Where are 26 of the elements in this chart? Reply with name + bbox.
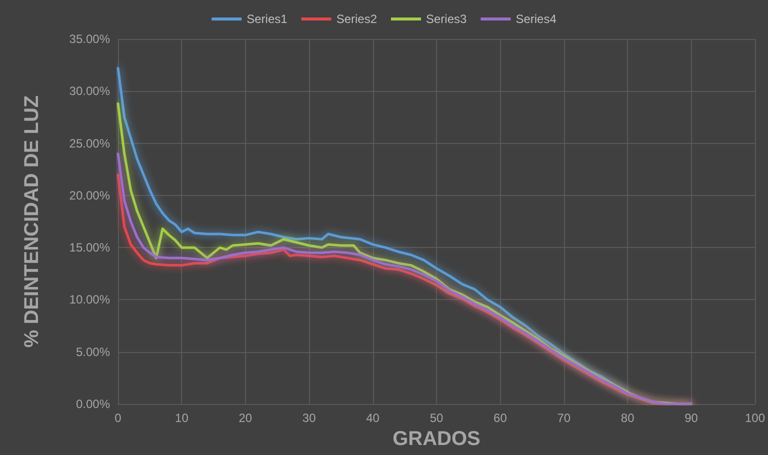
- x-tick-label: 10: [175, 411, 189, 425]
- x-axis-title: GRADOS: [392, 428, 480, 450]
- legend-label: Series1: [246, 12, 288, 26]
- x-tick-label: 40: [366, 411, 380, 425]
- legend-label: Series2: [336, 12, 378, 26]
- x-tick-label: 20: [238, 411, 252, 425]
- y-tick-label: 25.00%: [69, 136, 110, 150]
- line-series: [116, 66, 629, 393]
- y-tick-label: 0.00%: [76, 397, 110, 411]
- x-tick-label: 90: [684, 411, 698, 425]
- y-tick-label: 35.00%: [69, 32, 110, 46]
- y-tick-label: 5.00%: [76, 344, 110, 359]
- x-tick-label: 100: [744, 411, 766, 425]
- x-tick-label: 0: [114, 411, 122, 425]
- x-tick-label: 70: [557, 411, 571, 425]
- y-axis-title: % DEINTENCIDAD DE LUZ: [21, 95, 43, 348]
- x-tick-label: 30: [302, 411, 316, 425]
- x-tick-label: 80: [620, 411, 635, 425]
- y-tick-label: 15.00%: [69, 240, 110, 255]
- legend-label: Series4: [516, 12, 557, 26]
- x-tick-label: 50: [430, 411, 444, 425]
- legend-label: Series3: [426, 12, 468, 26]
- y-tick-label: 30.00%: [69, 84, 110, 98]
- y-tick-label: 10.00%: [69, 292, 110, 307]
- y-tick-label: 20.00%: [69, 188, 110, 202]
- x-tick-label: 60: [494, 411, 508, 425]
